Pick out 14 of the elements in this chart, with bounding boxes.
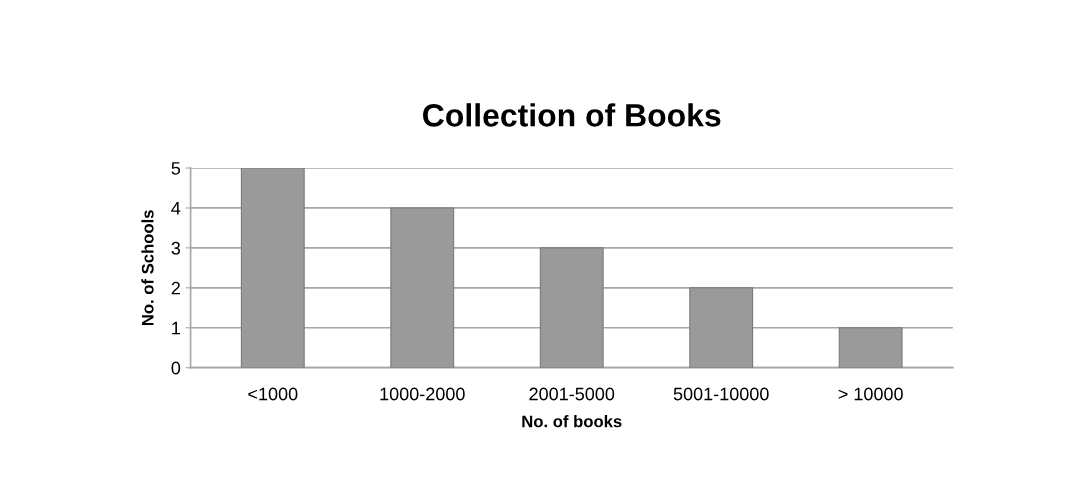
y-axis-title: No. of Schools [141, 210, 154, 326]
y-tick-label: 4 [171, 202, 181, 215]
y-tick-label: 1 [172, 321, 180, 335]
x-tick-label: 1000-2000 [380, 387, 465, 401]
x-tick-label: 5001-10000 [673, 387, 769, 401]
y-tick-label: 5 [171, 162, 181, 175]
chart-title: Collection of Books [423, 103, 721, 127]
y-tick-label: 2 [171, 281, 180, 295]
y-tick-label: 3 [171, 241, 181, 255]
x-tick-label: > 10000 [838, 387, 903, 401]
y-tick-label: 0 [171, 361, 181, 375]
x-axis-title: No. of books [522, 415, 622, 428]
x-tick-label: <1000 [248, 387, 298, 401]
x-tick-label: 2001-5000 [529, 387, 615, 401]
